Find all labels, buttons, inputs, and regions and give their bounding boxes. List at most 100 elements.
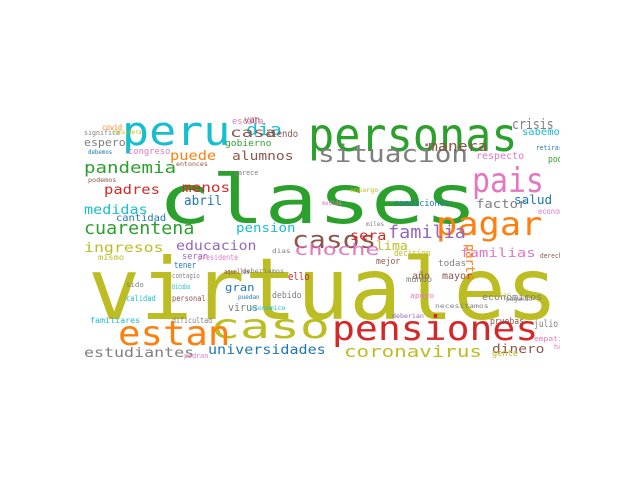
word-calidad: calidad xyxy=(126,294,156,303)
word-dia: dia xyxy=(246,120,282,139)
word-mayor: mayor xyxy=(442,271,473,282)
word-gobierno: gobierno xyxy=(225,139,272,149)
word-considera: considera xyxy=(112,129,142,136)
word-sabemos: sabemos xyxy=(522,127,560,138)
word-apoyo: apoyo xyxy=(410,292,435,300)
word-decision: decision xyxy=(394,249,431,259)
word-deberian: deberian xyxy=(392,313,424,320)
word-derechos: derechos xyxy=(540,252,560,260)
word-economico: economico xyxy=(250,305,286,312)
word-pagar: pagar xyxy=(436,205,543,243)
word-bicoba: bicoba xyxy=(172,283,191,291)
word-pasar: pasar xyxy=(492,292,511,299)
word-pension: pension xyxy=(236,221,296,235)
word-economicos: economicos xyxy=(482,293,543,303)
word-estudiantes: estudiantes xyxy=(84,346,195,361)
word-pruebas: pruebas xyxy=(490,317,524,327)
word-pais: pais xyxy=(472,161,544,201)
word-gran: gran xyxy=(225,281,255,294)
word-medidas: medidas xyxy=(84,203,148,218)
word-pandemia: pandemia xyxy=(84,158,177,177)
word-ano: año xyxy=(412,271,431,282)
word-sera: sera xyxy=(350,229,387,244)
word-familiares: familiares xyxy=(90,316,141,325)
word-medida: medida xyxy=(322,200,342,207)
word-mejor: mejor xyxy=(376,257,401,267)
word-dias: dias xyxy=(272,248,291,255)
word-van: van xyxy=(244,115,261,126)
word-escala: escala xyxy=(232,117,264,127)
word-julio: julio xyxy=(534,319,559,330)
word-empatia: empatia xyxy=(534,335,560,343)
word-puede: puede xyxy=(170,149,217,164)
word-parece: parece xyxy=(234,169,259,177)
word-siendo: siendo xyxy=(266,129,299,140)
word-entonces: entonces xyxy=(176,161,208,168)
word-salud: salud xyxy=(514,193,553,207)
word-crisis: crisis xyxy=(512,117,554,133)
word-abril: abril xyxy=(184,194,223,209)
word-cuarentena: cuarentena xyxy=(84,218,195,239)
word-pensiones: pensiones xyxy=(332,309,539,349)
word-estan: estan xyxy=(118,314,231,354)
word-mismo: mismo xyxy=(98,253,125,262)
word-gente: gente xyxy=(492,349,519,359)
word-retirarme: retirarme xyxy=(536,144,560,152)
word-respecto: respecto xyxy=(476,151,525,162)
word-espero: espero xyxy=(84,136,126,149)
word-seran: seran xyxy=(182,252,209,262)
word-sido: sido xyxy=(126,281,144,289)
word-podran: podran xyxy=(184,352,209,360)
word-miles: miles xyxy=(366,221,385,228)
word-situacion: situacion xyxy=(318,140,469,168)
word-manera: manera xyxy=(428,139,488,155)
word-lima: lima xyxy=(376,239,408,253)
word-embargo: embargo xyxy=(350,187,379,194)
word-familia: familia xyxy=(388,222,466,243)
word-personas: personas xyxy=(308,112,518,162)
word-peru: peru xyxy=(122,112,231,155)
word-mundo: mundo xyxy=(406,275,433,284)
word-debido: debido xyxy=(272,291,302,301)
word-podemos: podemos xyxy=(88,177,117,184)
word-tener: tener xyxy=(174,261,197,271)
word-universidades: universidades xyxy=(208,343,326,358)
word-menos: menos xyxy=(182,181,231,196)
word-covid: covid xyxy=(102,123,123,132)
word-educacion: educacion xyxy=(176,239,257,254)
word-aquellos: aquellos xyxy=(224,268,250,276)
word-casa: casa xyxy=(230,126,277,141)
word-dificultad: dificultad xyxy=(172,316,213,325)
word-cantidad: cantidad xyxy=(116,213,167,224)
word-ingresos: ingresos xyxy=(84,241,164,256)
word-congreso: congreso xyxy=(128,147,171,157)
word-poder: poder xyxy=(548,155,560,165)
word-significa: significa xyxy=(84,129,120,137)
word-familias: familias xyxy=(460,246,536,260)
word-virtuales: virtuales xyxy=(88,240,558,340)
word-contagio: contagio xyxy=(172,272,200,280)
word-coronavirus: coronavirus xyxy=(344,342,482,361)
word-debemos: debemos xyxy=(88,149,113,156)
word-choche: choche xyxy=(294,240,380,259)
word-puedan: puedan xyxy=(238,294,260,301)
word-padres: padres xyxy=(104,183,160,198)
word-dinero: dinero xyxy=(492,342,545,356)
word-clases: clases xyxy=(158,161,478,240)
word-haber: haber xyxy=(554,343,560,351)
word-necesitamos: necesitamos xyxy=(435,303,489,310)
word-cloud: virtuales clases personas peru pensiones… xyxy=(80,112,560,368)
word-alumnos: alumnos xyxy=(232,149,294,163)
word-pagando: pagando xyxy=(506,296,533,303)
word-deberiamos: deberiamos xyxy=(242,268,285,275)
word-condiciones: condiciones xyxy=(394,199,450,209)
word-virus: virus xyxy=(228,301,259,314)
word-personal: personal xyxy=(172,294,206,303)
word-casos: casos xyxy=(292,226,377,254)
word-caso: caso xyxy=(210,307,330,347)
word-todas: todas xyxy=(438,259,467,269)
word-economica: economica xyxy=(538,207,560,216)
word-ello: ello xyxy=(288,270,310,283)
word-presidente: presidente xyxy=(198,253,239,262)
word-factor: factor xyxy=(476,197,527,211)
